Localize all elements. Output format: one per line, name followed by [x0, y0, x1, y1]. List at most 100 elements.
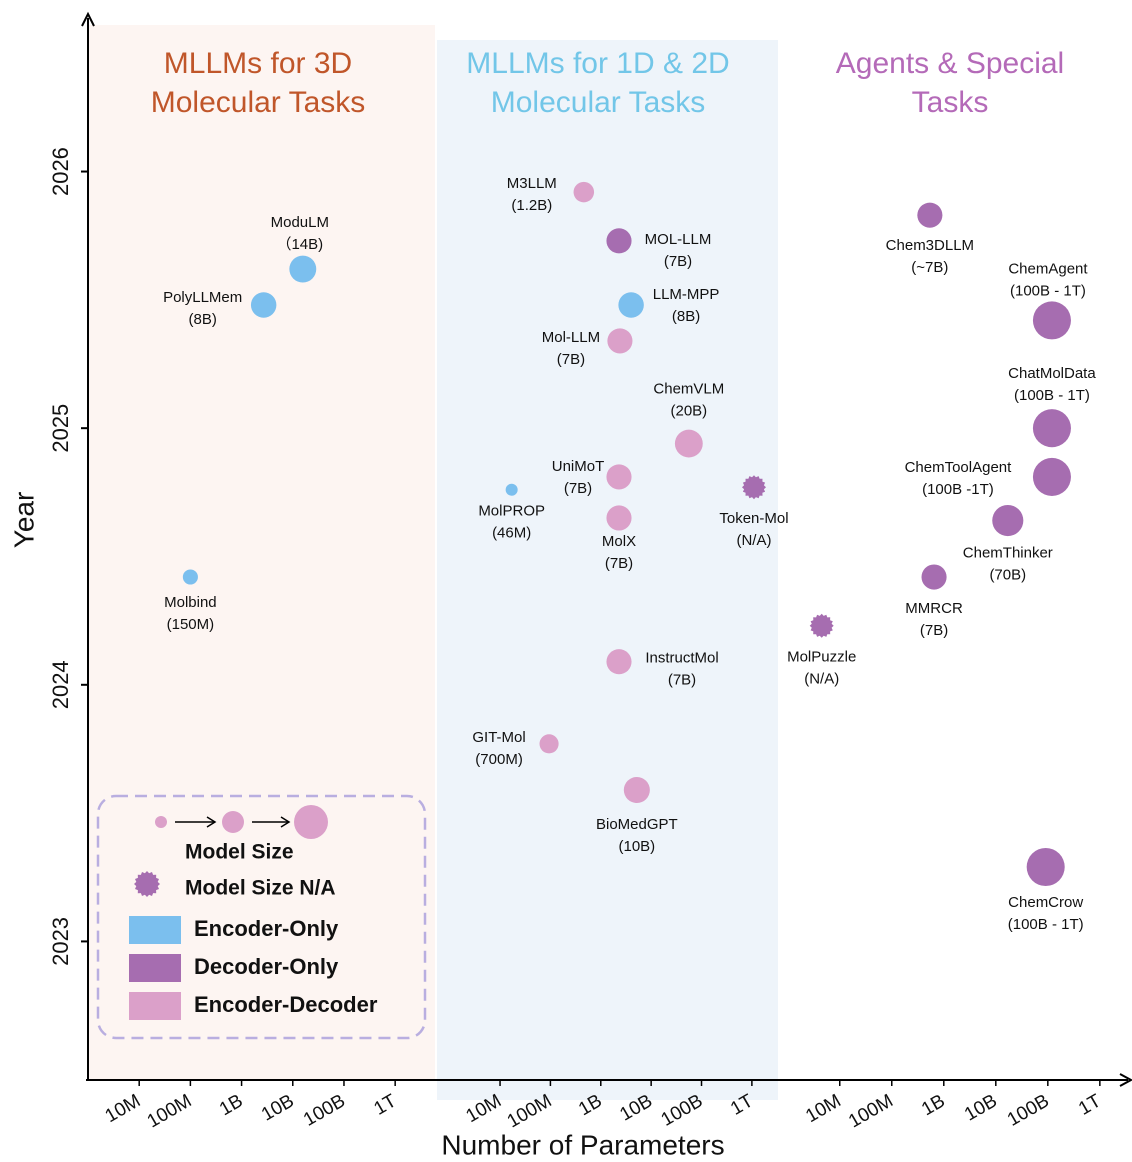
- legend-swatch: [129, 954, 181, 982]
- bubble: [1032, 409, 1071, 448]
- x-tick-label: 10M: [102, 1090, 145, 1127]
- bubble-na: [742, 475, 766, 500]
- bubble: [250, 292, 277, 318]
- bubble: [618, 292, 644, 318]
- point-size-label: (100B - 1T): [1010, 282, 1086, 299]
- legend-label: Encoder-Decoder: [194, 992, 378, 1017]
- x-tick-label: 100B: [1004, 1090, 1053, 1130]
- point-name: ChemCrow: [1008, 894, 1083, 911]
- point-size-label: (7B): [920, 622, 948, 639]
- legend-swatch: [129, 992, 181, 1020]
- point-name: PolyLLMem: [163, 289, 242, 306]
- y-axis-label: Year: [8, 492, 39, 549]
- point-name: Mol-LLM: [542, 329, 600, 346]
- point-size-label: （14B): [276, 236, 323, 253]
- y-tick-label: 2026: [48, 147, 73, 196]
- point-size-label: (8B): [672, 308, 700, 325]
- point-size-label: (100B -1T): [922, 481, 994, 498]
- bubble: [1026, 847, 1065, 887]
- x-tick-label: 1T: [1075, 1090, 1105, 1119]
- panel-title: Agents & Special: [836, 47, 1064, 80]
- x-axis-label: Number of Parameters: [441, 1129, 724, 1160]
- point-name: MolPROP: [478, 503, 545, 520]
- backgrounds: [88, 25, 1130, 1100]
- point-name: ChemThinker: [963, 545, 1053, 562]
- bubble: [606, 464, 632, 490]
- x-tick-label: 10M: [802, 1090, 845, 1127]
- bubble: [607, 328, 633, 354]
- point-name: LLM-MPP: [653, 286, 720, 303]
- panel-background: [88, 25, 435, 1080]
- bubble: [1032, 301, 1071, 340]
- legend-bubble: [155, 816, 167, 828]
- point-name: InstructMol: [645, 650, 718, 667]
- point-name: ModuLM: [271, 214, 329, 231]
- legend-arrow-head: [280, 816, 291, 828]
- bubble: [606, 505, 632, 531]
- point-size-label: (8B): [188, 311, 216, 328]
- x-tick-label: 1B: [216, 1090, 247, 1120]
- legend-label: Decoder-Only: [194, 954, 339, 979]
- point-name: Token-Mol: [719, 510, 788, 527]
- point-name: MolX: [602, 533, 636, 550]
- legend-box: [96, 794, 427, 1040]
- point-size-label: (70B): [989, 567, 1026, 584]
- panel-background: [778, 25, 1130, 1080]
- bubble: [182, 569, 198, 585]
- x-tick-label: 100B: [300, 1090, 349, 1130]
- point-size-label: (7B): [557, 351, 585, 368]
- panel-title: MLLMs for 1D & 2D: [466, 47, 729, 80]
- point-size-label: (1.2B): [511, 197, 552, 214]
- point-name: ChatMolData: [1008, 365, 1096, 382]
- point-name: M3LLM: [507, 175, 557, 192]
- point-name: GIT-Mol: [472, 729, 525, 746]
- point-size-label: (20B): [670, 403, 707, 420]
- bubble: [505, 483, 518, 496]
- point-size-label: (700M): [475, 751, 523, 768]
- point-size-label: (N/A): [736, 532, 771, 549]
- bubble: [917, 202, 943, 228]
- x-tick-label: 100M: [845, 1090, 897, 1132]
- point-size-label: (100B - 1T): [1014, 387, 1090, 404]
- x-tick-label: 1T: [370, 1090, 400, 1119]
- point-size-label: (10B): [619, 838, 656, 855]
- bubble: [573, 181, 595, 203]
- bubble: [606, 649, 632, 675]
- point-name: UniMoT: [552, 458, 605, 475]
- legend-label: Encoder-Only: [194, 916, 339, 941]
- y-tick-label: 2025: [48, 404, 73, 453]
- bubble: [1032, 457, 1071, 496]
- x-tick-label: 10B: [258, 1090, 298, 1125]
- bubble: [623, 776, 650, 804]
- point-size-label: (7B): [605, 555, 633, 572]
- x-tick-label: 10B: [961, 1090, 1001, 1125]
- point-name: ChemAgent: [1008, 260, 1088, 277]
- legend-size-demo: [155, 805, 328, 839]
- point-size-label: (46M): [492, 525, 531, 542]
- point-name: BioMedGPT: [596, 816, 678, 833]
- legend-bubble: [294, 805, 328, 839]
- bubble-na: [809, 613, 834, 638]
- panel-title: Molecular Tasks: [491, 86, 706, 119]
- panel-title: Molecular Tasks: [151, 86, 366, 119]
- point-size-label: (7B): [564, 480, 592, 497]
- point-name: Chem3DLLM: [886, 237, 974, 254]
- legend-na-label: Model Size N/A: [185, 877, 336, 900]
- panel-title: MLLMs for 3D: [164, 47, 352, 80]
- panel-background: [437, 40, 778, 1100]
- legend-bubble: [222, 811, 244, 833]
- point-size-label: (100B - 1T): [1008, 916, 1084, 933]
- point-size-label: (150M): [167, 616, 215, 633]
- legend-size-label: Model Size: [185, 841, 294, 864]
- y-tick-label: 2024: [48, 660, 73, 709]
- point-name: ChemToolAgent: [905, 459, 1013, 476]
- point-name: MMRCR: [905, 600, 963, 617]
- legend-swatch: [129, 916, 181, 944]
- bubble: [992, 504, 1024, 537]
- point-name: MolPuzzle: [787, 649, 856, 666]
- x-tick-label: 1B: [918, 1090, 949, 1120]
- point-name: Molbind: [164, 594, 217, 611]
- point-name: MOL-LLM: [645, 231, 712, 248]
- point-size-label: (N/A): [804, 671, 839, 688]
